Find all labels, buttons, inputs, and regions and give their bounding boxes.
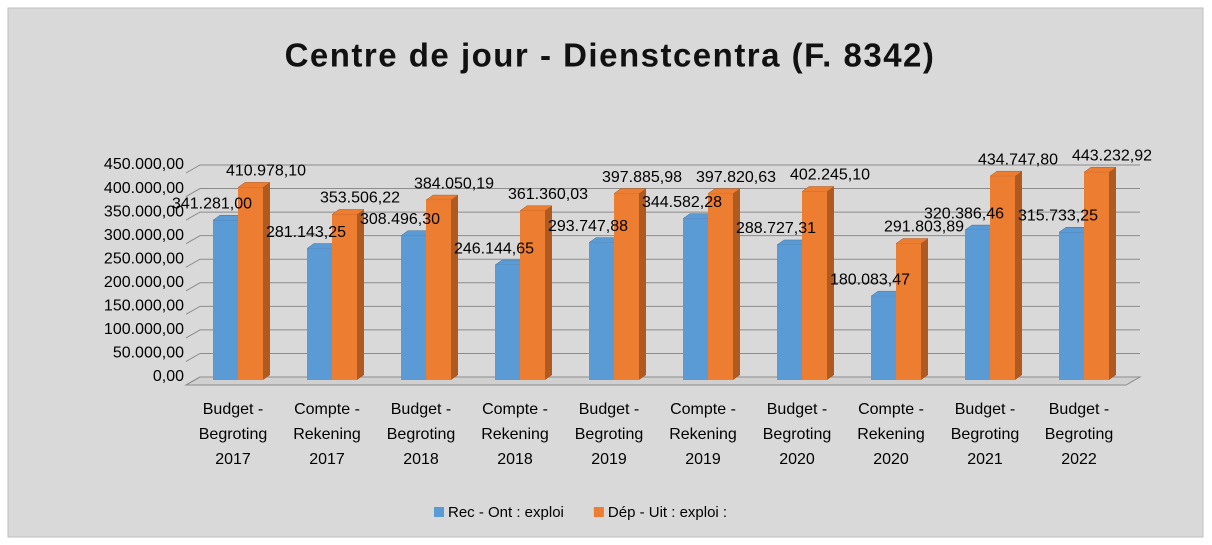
x-tick-label: Rekening — [481, 426, 549, 443]
bar-side — [451, 195, 458, 380]
x-tick-label: 2018 — [497, 451, 533, 468]
y-tick-label: 300.000,00 — [104, 227, 184, 244]
data-label: 361.360,03 — [508, 186, 588, 203]
x-tick-label: 2017 — [309, 451, 345, 468]
x-tick-label: 2022 — [1061, 451, 1097, 468]
bar — [896, 243, 921, 380]
data-label: 246.144,65 — [454, 240, 534, 257]
data-label: 434.747,80 — [978, 151, 1058, 168]
bar-side — [357, 209, 364, 380]
data-label: 288.727,31 — [736, 220, 816, 237]
bar — [307, 248, 332, 380]
x-tick-label: Budget - — [1049, 401, 1109, 418]
data-label: 293.747,88 — [548, 218, 628, 235]
y-tick-label: 0,00 — [153, 368, 184, 385]
bar — [614, 193, 639, 380]
x-tick-label: 2020 — [779, 451, 815, 468]
bar-side — [733, 188, 740, 380]
bar — [1084, 172, 1109, 380]
x-tick-label: Budget - — [203, 401, 263, 418]
data-label: 315.733,25 — [1018, 207, 1098, 224]
y-tick-label: 400.000,00 — [104, 180, 184, 197]
x-tick-label: Begroting — [1045, 426, 1114, 443]
bar-side — [1109, 167, 1116, 380]
data-label: 291.803,89 — [884, 219, 964, 236]
x-tick-label: 2021 — [967, 451, 1003, 468]
legend-swatch — [434, 507, 444, 517]
bar — [589, 242, 614, 380]
bar — [683, 218, 708, 380]
x-tick-label: 2019 — [591, 451, 627, 468]
x-tick-label: Rekening — [293, 426, 361, 443]
bar — [802, 191, 827, 380]
data-label: 397.885,98 — [602, 169, 682, 186]
bar — [520, 210, 545, 380]
legend-swatch — [593, 507, 604, 517]
bar-side — [1015, 171, 1022, 380]
data-label: 281.143,25 — [266, 224, 346, 241]
data-label: 308.496,30 — [360, 211, 440, 228]
bar — [777, 244, 802, 380]
x-tick-label: 2017 — [215, 451, 251, 468]
x-tick-label: Compte - — [482, 401, 548, 418]
data-label: 443.232,92 — [1072, 147, 1152, 164]
y-tick-label: 200.000,00 — [104, 274, 184, 291]
data-label: 341.281,00 — [172, 195, 252, 212]
x-tick-label: Begroting — [575, 426, 644, 443]
x-tick-label: Budget - — [579, 401, 639, 418]
x-tick-label: 2020 — [873, 451, 909, 468]
x-tick-label: Begroting — [951, 426, 1020, 443]
data-label: 397.820,63 — [696, 169, 776, 186]
y-tick-label: 150.000,00 — [104, 298, 184, 315]
x-tick-label: Begroting — [763, 426, 832, 443]
y-tick-label: 50.000,00 — [113, 345, 184, 362]
x-tick-label: Budget - — [767, 401, 827, 418]
x-tick-label: Budget - — [955, 401, 1015, 418]
bar-side — [263, 182, 270, 380]
data-label: 320.386,46 — [924, 205, 1004, 222]
bar — [332, 214, 357, 380]
bar — [871, 296, 896, 380]
y-tick-label: 450.000,00 — [104, 156, 184, 173]
data-label: 410.978,10 — [226, 163, 306, 180]
bar-side — [639, 188, 646, 380]
x-tick-label: Compte - — [294, 401, 360, 418]
x-tick-label: 2018 — [403, 451, 439, 468]
x-tick-label: Rekening — [857, 426, 925, 443]
x-tick-label: Compte - — [858, 401, 924, 418]
chart-title: Centre de jour - Dienstcentra (F. 8342) — [285, 37, 936, 74]
bar — [965, 230, 990, 380]
x-tick-label: Begroting — [199, 426, 268, 443]
bar — [708, 193, 733, 380]
bar-side — [827, 186, 834, 380]
bar — [990, 176, 1015, 380]
data-label: 402.245,10 — [790, 167, 870, 184]
y-tick-label: 350.000,00 — [104, 203, 184, 220]
legend-label: Rec - Ont : exploi — [448, 504, 564, 521]
bar — [238, 187, 263, 380]
y-tick-label: 250.000,00 — [104, 250, 184, 267]
bar — [426, 200, 451, 380]
legend-label: Dép - Uit : exploi : — [608, 504, 727, 521]
data-label: 384.050,19 — [414, 175, 494, 192]
data-label: 353.506,22 — [320, 190, 400, 207]
bar — [1059, 232, 1084, 380]
x-tick-label: Budget - — [391, 401, 451, 418]
x-tick-label: 2019 — [685, 451, 721, 468]
x-tick-label: Begroting — [387, 426, 456, 443]
bar — [213, 220, 238, 380]
bar-side — [545, 205, 552, 380]
bar — [401, 235, 426, 380]
bar — [495, 265, 520, 380]
data-label: 180.083,47 — [830, 271, 910, 288]
x-tick-label: Compte - — [670, 401, 736, 418]
grid-line — [185, 164, 1140, 174]
x-tick-label: Rekening — [669, 426, 737, 443]
bar-side — [921, 238, 928, 380]
data-label: 344.582,28 — [642, 194, 722, 211]
y-tick-label: 100.000,00 — [104, 321, 184, 338]
